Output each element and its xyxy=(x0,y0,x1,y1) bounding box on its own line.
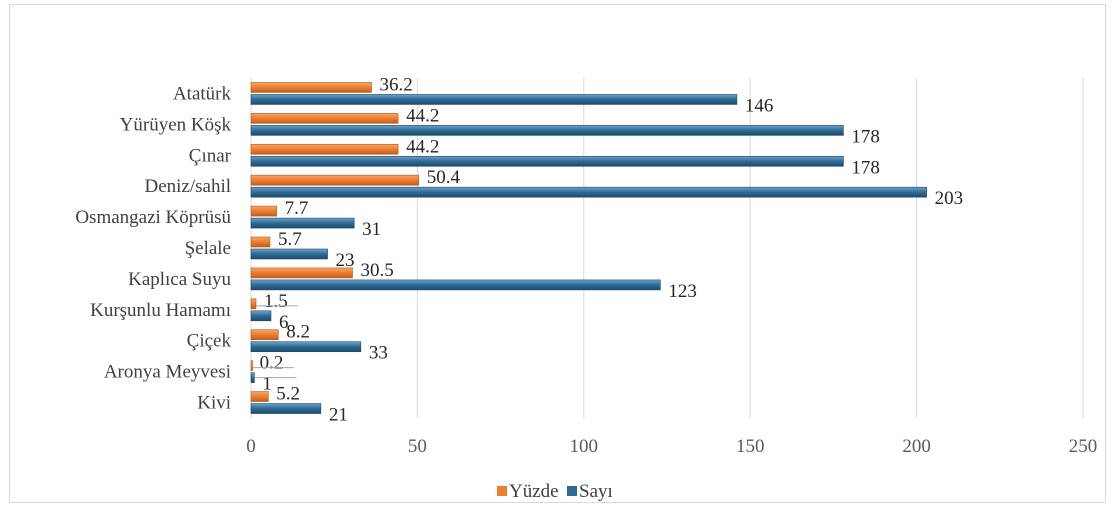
category-label: Osmangazi Köprüsü xyxy=(75,207,231,228)
category-label: Kaplıca Suyu xyxy=(128,269,231,290)
data-label-yuzde: 5.2 xyxy=(276,384,300,405)
category-label: Kivi xyxy=(197,393,231,414)
bar-sayi xyxy=(250,403,322,414)
legend-swatch-sayi xyxy=(567,486,577,496)
chart-frame xyxy=(9,4,1106,503)
data-label-sayi: 203 xyxy=(935,188,964,209)
bar-yuzde xyxy=(250,174,420,186)
bar-sayi xyxy=(250,341,362,353)
data-label-sayi: 146 xyxy=(745,95,774,116)
category-label: Yürüyen Köşk xyxy=(120,114,232,135)
category-label: Aronya Meyvesi xyxy=(104,362,231,383)
bar-sayi xyxy=(250,186,927,198)
category-labels: Atatürk Yürüyen Köşk Çınar Deniz/sahil Osman… xyxy=(75,83,231,413)
data-label-yuzde: 30.5 xyxy=(361,260,394,281)
x-tick-label: 150 xyxy=(736,436,765,457)
legend-label-sayi: Sayı xyxy=(579,481,613,502)
bar-yuzde xyxy=(250,267,353,279)
data-label-sayi: 23 xyxy=(336,250,355,271)
data-label-yuzde: 7.7 xyxy=(285,198,309,219)
bar-yuzde xyxy=(250,236,271,248)
category-label: Deniz/sahil xyxy=(144,176,231,197)
bar-yuzde xyxy=(250,360,253,371)
bar-sayi xyxy=(250,372,255,383)
bar-sayi xyxy=(250,279,661,291)
data-label-yuzde: 44.2 xyxy=(406,105,439,126)
data-label-sayi: 6 xyxy=(279,312,289,333)
data-label-yuzde: 36.2 xyxy=(379,74,412,95)
legend-swatch-yuzde xyxy=(497,486,507,496)
bar-yuzde xyxy=(250,391,269,402)
bar-sayi xyxy=(250,155,844,167)
category-label: Çiçek xyxy=(187,331,232,352)
x-tick-label: 100 xyxy=(570,436,599,457)
category-label: Kurşunlu Hamamı xyxy=(90,300,231,321)
data-label-yuzde: 50.4 xyxy=(427,167,461,188)
data-label-sayi: 1 xyxy=(262,374,272,395)
data-label-sayi: 33 xyxy=(369,343,388,364)
bar-sayi xyxy=(250,217,355,229)
bars: 36.2 146 44.2 178 44.2 178 50.4 203 7.7 31 5.7 23 30… xyxy=(250,74,964,426)
bar-yuzde xyxy=(250,298,257,310)
x-tick-label: 0 xyxy=(246,436,256,457)
bar-sayi xyxy=(250,248,328,260)
bar-yuzde xyxy=(250,143,399,155)
category-label: Şelale xyxy=(185,238,231,259)
data-label-sayi: 123 xyxy=(668,281,697,302)
x-tick-label: 250 xyxy=(1069,436,1098,457)
x-tick-label: 200 xyxy=(902,436,931,457)
data-label-sayi: 178 xyxy=(851,126,880,147)
bar-sayi xyxy=(250,94,738,105)
x-tick-label: 50 xyxy=(408,436,427,457)
data-label-sayi: 178 xyxy=(851,157,880,178)
data-label-sayi: 21 xyxy=(329,405,348,426)
data-label-yuzde: 44.2 xyxy=(406,136,439,157)
data-label-yuzde: 8.2 xyxy=(286,322,310,343)
legend-label-yuzde: Yüzde xyxy=(509,481,559,502)
category-label: Çınar xyxy=(189,145,232,166)
data-label-sayi: 31 xyxy=(362,219,381,240)
data-label-yuzde: 5.7 xyxy=(278,229,302,250)
x-tick-labels: 0 50 100 150 200 250 xyxy=(246,436,1097,457)
data-label-yuzde: 1.5 xyxy=(264,291,288,312)
bar-yuzde xyxy=(250,82,372,93)
bar-sayi xyxy=(250,310,272,322)
legend: Yüzde Sayı xyxy=(497,481,613,502)
category-label: Atatürk xyxy=(173,83,232,104)
bar-yuzde xyxy=(250,329,279,341)
bar-yuzde xyxy=(250,113,399,124)
bar-yuzde xyxy=(250,205,277,217)
data-label-yuzde: 0.2 xyxy=(260,353,284,374)
bar-sayi xyxy=(250,125,844,136)
